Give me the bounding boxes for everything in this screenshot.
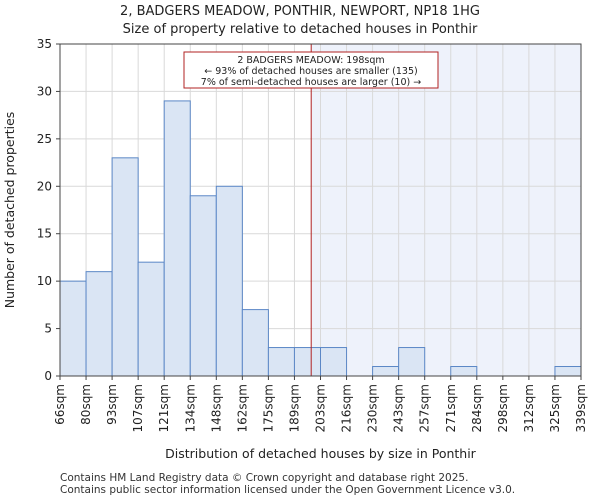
annotation-border: [183, 51, 439, 89]
histogram-bar: [267, 347, 295, 377]
axes: 0 5 10 15 20 25 30 35 66sqm 80sqm 93sqm 107sqm 121sq…: [37, 37, 588, 432]
x-tick-label: 175sqm: [261, 384, 275, 432]
y-tick-label: 35: [37, 37, 52, 51]
x-tick-label: 230sqm: [366, 384, 380, 432]
histogram-bar: [320, 347, 348, 377]
chart-subtitle: Size of property relative to detached ho…: [122, 22, 478, 37]
histogram-bar: [111, 157, 139, 377]
x-tick-label: 243sqm: [392, 384, 406, 432]
bars: [59, 100, 582, 377]
y-tick-label: 20: [37, 179, 52, 193]
x-tick-label: 312sqm: [522, 384, 536, 432]
x-tick-label: 257sqm: [418, 384, 432, 432]
x-tick-label: 162sqm: [235, 384, 249, 432]
y-tick-label: 30: [37, 84, 52, 98]
histogram-bar: [398, 347, 426, 377]
y-tick-label: 5: [44, 322, 52, 336]
histogram-bar: [241, 309, 269, 377]
x-tick-label: 148sqm: [209, 384, 223, 432]
histogram-bar: [215, 185, 243, 377]
histogram-bar: [85, 271, 113, 377]
histogram-bar: [372, 366, 400, 377]
x-tick-label: 134sqm: [183, 384, 197, 432]
y-tick-label: 15: [37, 227, 52, 241]
x-tick-label: 271sqm: [444, 384, 458, 432]
annotation-line-3: 7% of semi-detached houses are larger (1…: [201, 77, 421, 88]
histogram-bar: [554, 366, 582, 377]
x-axis-label: Distribution of detached houses by size …: [165, 446, 477, 461]
y-axis-label: Number of detached properties: [2, 112, 17, 309]
y-tick-label: 25: [37, 132, 52, 146]
y-tick-label: 10: [37, 274, 52, 288]
x-tick-label: 284sqm: [470, 384, 484, 432]
annotation-line-2: ← 93% of detached houses are smaller (13…: [204, 66, 417, 77]
larger-than-property-region: [311, 44, 581, 376]
x-tick-label: 80sqm: [79, 384, 93, 425]
histogram-bar: [59, 280, 87, 377]
x-tick-label: 339sqm: [574, 384, 588, 432]
histogram-bar: [293, 347, 322, 377]
x-tick-label: 93sqm: [105, 384, 119, 425]
footer-line-2: Contains public sector information licen…: [60, 484, 516, 496]
x-tick-label: 189sqm: [287, 384, 301, 432]
chart-title: 2, BADGERS MEADOW, PONTHIR, NEWPORT, NP1…: [120, 4, 480, 19]
histogram-bar: [163, 100, 191, 377]
x-tick-label: 107sqm: [131, 384, 145, 432]
y-tick-label: 0: [44, 369, 52, 383]
x-tick-label: 216sqm: [340, 384, 354, 432]
x-tick-label: 325sqm: [548, 384, 562, 432]
annotation-box: 2 BADGERS MEADOW: 198sqm ← 93% of detach…: [183, 51, 439, 89]
x-tick-label: 121sqm: [157, 384, 171, 432]
x-tick-label: 298sqm: [496, 384, 510, 432]
annotation-line-1: 2 BADGERS MEADOW: 198sqm: [237, 55, 384, 66]
footer-line-1: Contains HM Land Registry data © Crown c…: [60, 472, 469, 484]
x-tick-label: 66sqm: [53, 384, 67, 425]
histogram-bar: [450, 366, 478, 377]
x-tick-label: 203sqm: [314, 384, 328, 432]
histogram-bar: [137, 261, 165, 377]
histogram-bar: [189, 195, 217, 377]
